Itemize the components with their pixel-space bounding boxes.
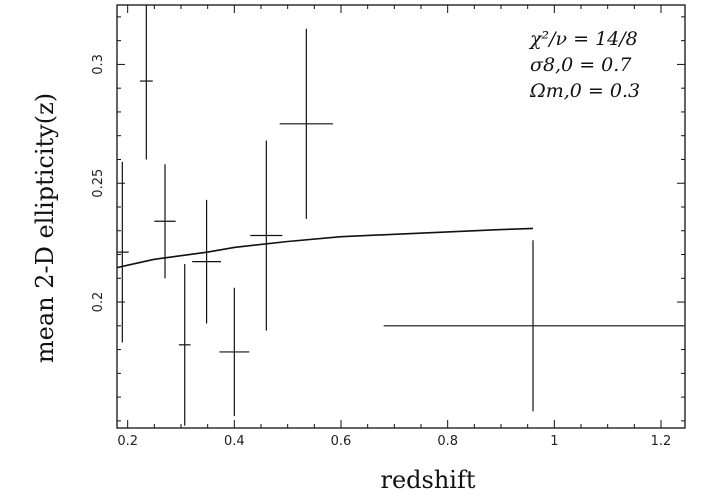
- omega-m-annotation: Ωm,0 = 0.3: [529, 80, 640, 102]
- data-point: [139, 5, 153, 160]
- x-tick-label: 1.2: [651, 434, 672, 449]
- x-tick-label: 0.6: [331, 434, 352, 449]
- data-point: [279, 28, 333, 219]
- data-point: [250, 140, 283, 331]
- axis-ticks: [117, 5, 685, 428]
- x-tick-label: 0.4: [224, 434, 245, 449]
- x-axis-title: redshift: [380, 466, 475, 494]
- x-tick-label: 0.2: [117, 434, 138, 449]
- y-tick-label: 0.2: [91, 292, 106, 313]
- data-point: [154, 164, 176, 279]
- y-tick-label: 0.25: [91, 169, 106, 198]
- data-points: [117, 5, 683, 426]
- tick-labels: 0.2 0.4 0.6 0.8 1 1.2 0.2 0.25 0.3: [91, 54, 671, 449]
- y-tick-label: 0.3: [91, 54, 106, 75]
- data-point: [383, 240, 683, 412]
- y-axis-title: mean 2-D ellipticity(z): [31, 93, 59, 363]
- data-point: [178, 264, 191, 426]
- plot-frame: [116, 4, 686, 429]
- plot-frame-box: [116, 4, 686, 429]
- data-point: [192, 199, 221, 324]
- model-curve: [116, 227, 534, 269]
- chi2-annotation: χ²/ν = 14/8: [528, 28, 638, 50]
- x-tick-label: 1: [550, 434, 558, 449]
- data-point: [117, 161, 129, 343]
- x-tick-label: 0.8: [437, 434, 458, 449]
- data-point: [219, 287, 250, 417]
- sigma8-annotation: σ8,0 = 0.7: [530, 54, 632, 76]
- model-curve-layer: [116, 227, 534, 269]
